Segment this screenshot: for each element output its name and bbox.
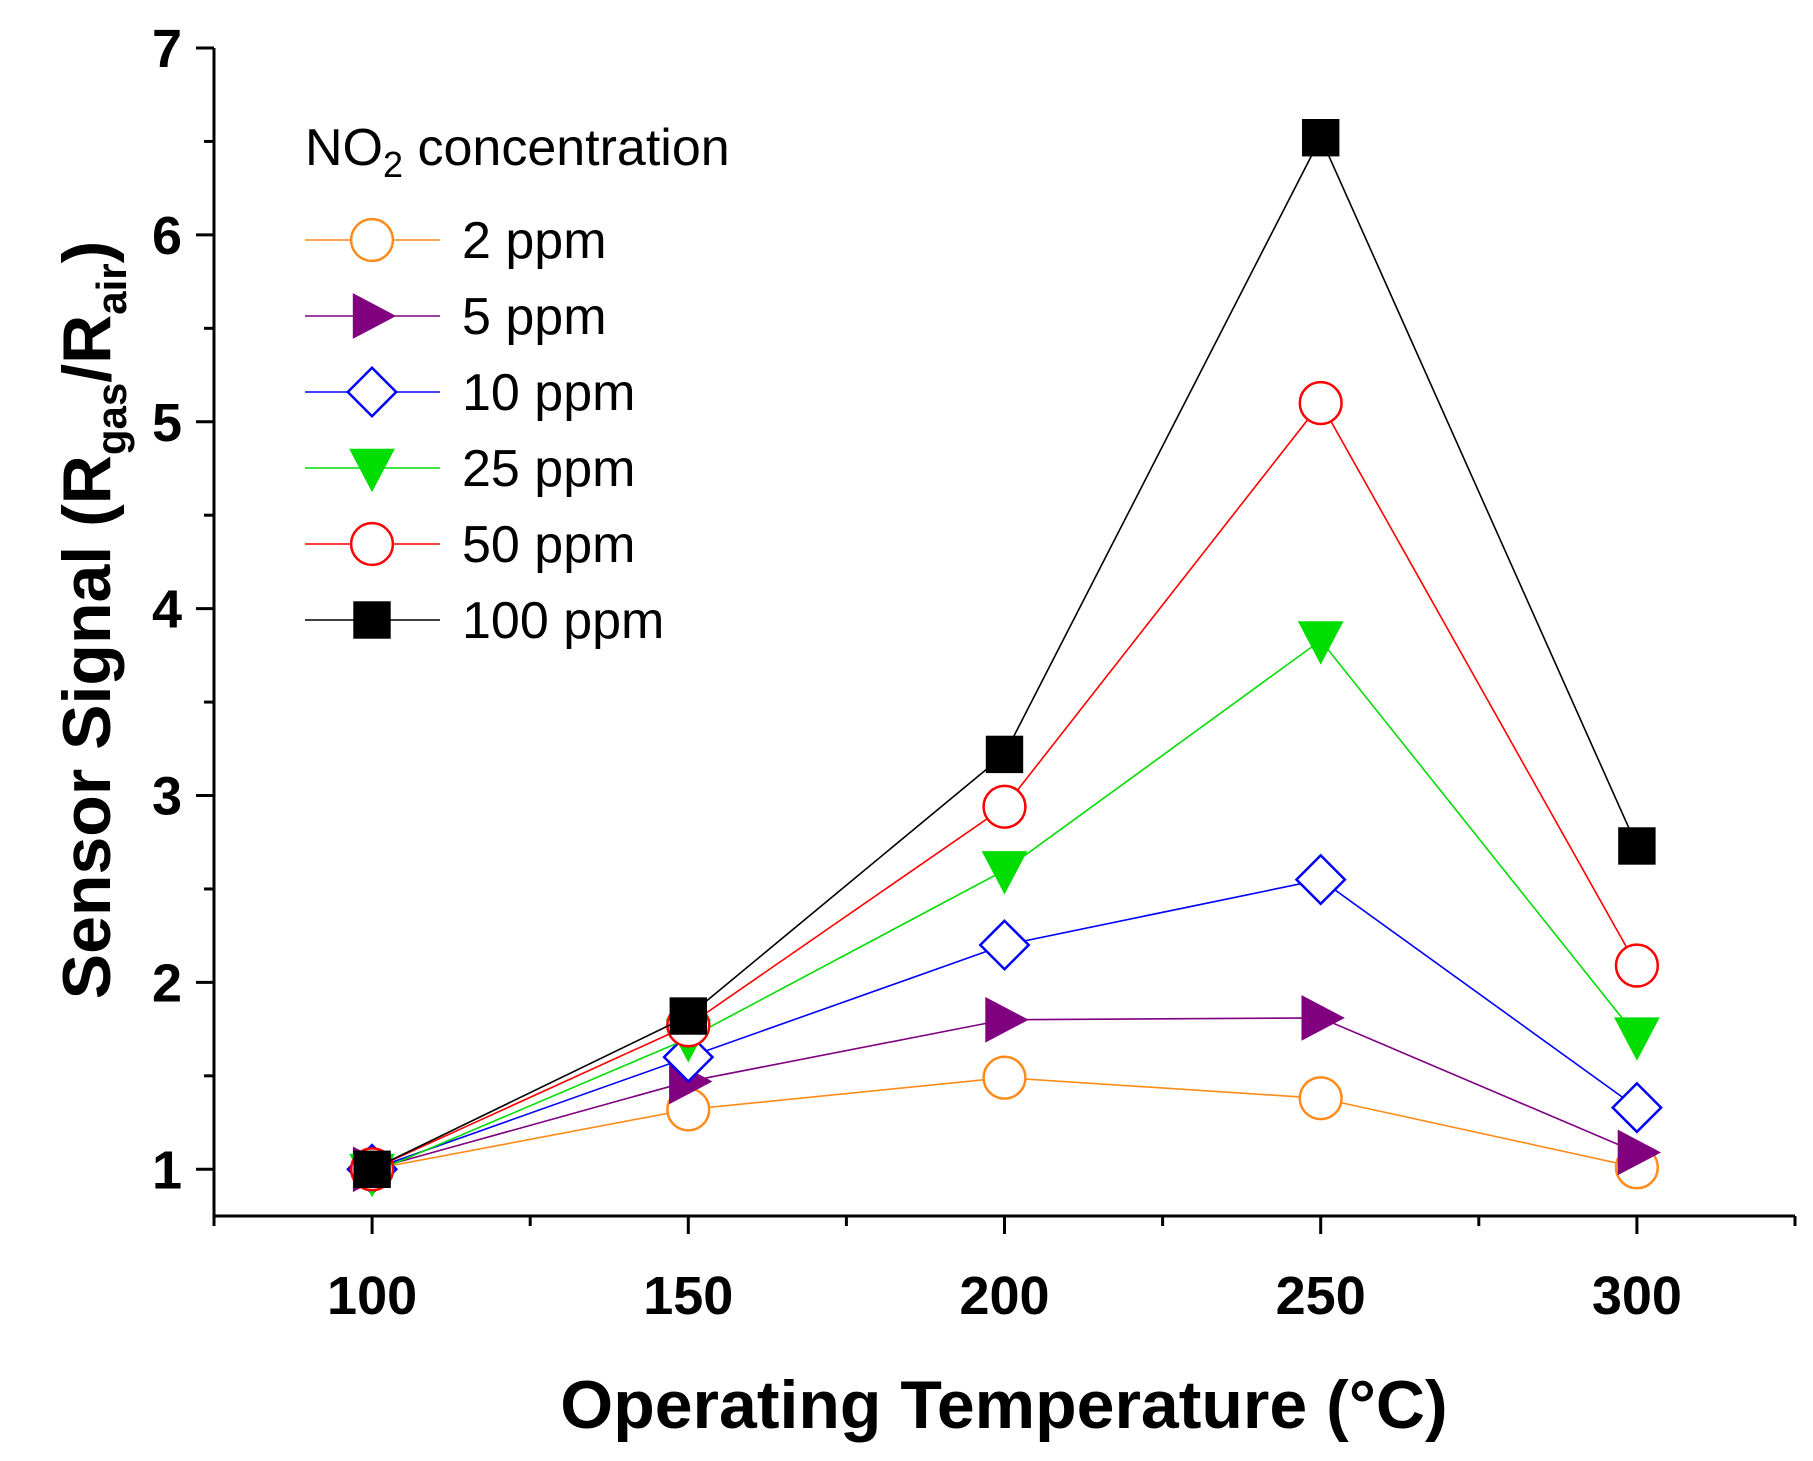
x-tick-label: 300 <box>1592 1266 1682 1326</box>
data-point-50-ppm <box>1614 943 1660 988</box>
legend-marker-50-ppm <box>349 521 395 567</box>
legend-marker-25-ppm <box>349 448 395 493</box>
legend-label-50-ppm: 50 ppm <box>462 516 635 574</box>
legend-entry-5-ppm: 5 ppm <box>305 288 607 346</box>
y-tick-label: 7 <box>152 19 182 79</box>
legend-entry-25-ppm: 25 ppm <box>305 440 635 498</box>
y-tick-label: 3 <box>152 767 182 827</box>
series-2-ppm <box>349 1055 1660 1192</box>
legend-entry-10-ppm: 10 ppm <box>305 364 635 422</box>
legend: NO2 concentration 2 ppm 5 ppm 10 ppm 25 ppm… <box>305 119 730 650</box>
data-point-5-ppm <box>985 996 1029 1043</box>
x-axis-title: Operating Temperature (°C) <box>560 1367 1447 1443</box>
data-point-10-ppm <box>978 919 1031 971</box>
legend-marker-10-ppm <box>346 366 398 418</box>
data-point-50-ppm <box>982 784 1027 829</box>
legend-title: NO2 concentration <box>305 119 730 185</box>
x-tick-label: 150 <box>643 1266 733 1326</box>
legend-entries: 2 ppm 5 ppm 10 ppm 25 ppm 50 ppm 100 ppm <box>305 212 664 650</box>
data-point-10-ppm <box>1610 1081 1663 1134</box>
legend-label-10-ppm: 10 ppm <box>462 364 635 422</box>
legend-label-25-ppm: 25 ppm <box>462 440 635 498</box>
legend-marker-2-ppm <box>349 217 395 263</box>
legend-entry-2-ppm: 2 ppm <box>305 212 607 270</box>
data-point-25-ppm <box>981 851 1028 895</box>
x-axis-ticks: 100 150 200 250 300 <box>212 1216 1797 1326</box>
legend-marker-100-ppm <box>353 601 391 639</box>
x-tick-label: 100 <box>327 1266 417 1326</box>
legend-label-5-ppm: 5 ppm <box>462 288 607 346</box>
legend-entry-50-ppm: 50 ppm <box>305 516 635 574</box>
series-25-ppm <box>349 621 1660 1198</box>
x-tick-label: 250 <box>1276 1266 1366 1326</box>
y-axis-ticks: 1 2 3 4 5 6 7 <box>152 19 214 1200</box>
legend-title-prefix: NO <box>305 119 383 177</box>
data-point-100-ppm <box>669 997 707 1035</box>
data-point-2-ppm <box>1298 1076 1343 1121</box>
y-tick-label: 5 <box>152 393 182 453</box>
y-axis-title: Sensor Signal (Rgas/Rair) <box>49 241 135 1000</box>
legend-title-suffix: concentration <box>403 119 730 177</box>
data-point-100-ppm <box>985 735 1024 774</box>
y-axis-title-sub-gas: gas <box>88 383 135 455</box>
data-point-5-ppm <box>1617 1129 1662 1176</box>
x-tick-label: 200 <box>959 1266 1049 1326</box>
data-point-2-ppm <box>982 1055 1027 1100</box>
y-tick-label: 6 <box>152 206 182 266</box>
data-point-25-ppm <box>1297 621 1344 665</box>
series-layer <box>346 119 1663 1198</box>
y-axis-title-sub-air: air <box>88 263 135 314</box>
data-point-5-ppm <box>1301 995 1345 1041</box>
data-point-10-ppm <box>1294 853 1347 906</box>
y-axis-title-mid: /R <box>49 315 125 383</box>
series-100-ppm <box>353 119 1656 1188</box>
y-axis-title-prefix: Sensor Signal (R <box>49 455 125 999</box>
legend-label-100-ppm: 100 ppm <box>462 592 664 650</box>
axes <box>212 48 1795 1218</box>
data-point-50-ppm <box>1298 380 1343 426</box>
y-tick-label: 2 <box>152 953 182 1013</box>
data-point-100-ppm <box>353 1150 391 1188</box>
data-point-100-ppm <box>1618 827 1656 865</box>
y-tick-label: 1 <box>152 1140 182 1200</box>
y-tick-label: 4 <box>152 580 182 640</box>
data-point-25-ppm <box>1614 1017 1660 1061</box>
data-point-100-ppm <box>1302 119 1340 157</box>
y-axis-title-suffix: ) <box>49 241 125 264</box>
legend-title-sub: 2 <box>383 144 403 185</box>
legend-entry-100-ppm: 100 ppm <box>305 592 664 650</box>
legend-label-2-ppm: 2 ppm <box>462 212 607 270</box>
legend-marker-5-ppm <box>352 293 397 339</box>
